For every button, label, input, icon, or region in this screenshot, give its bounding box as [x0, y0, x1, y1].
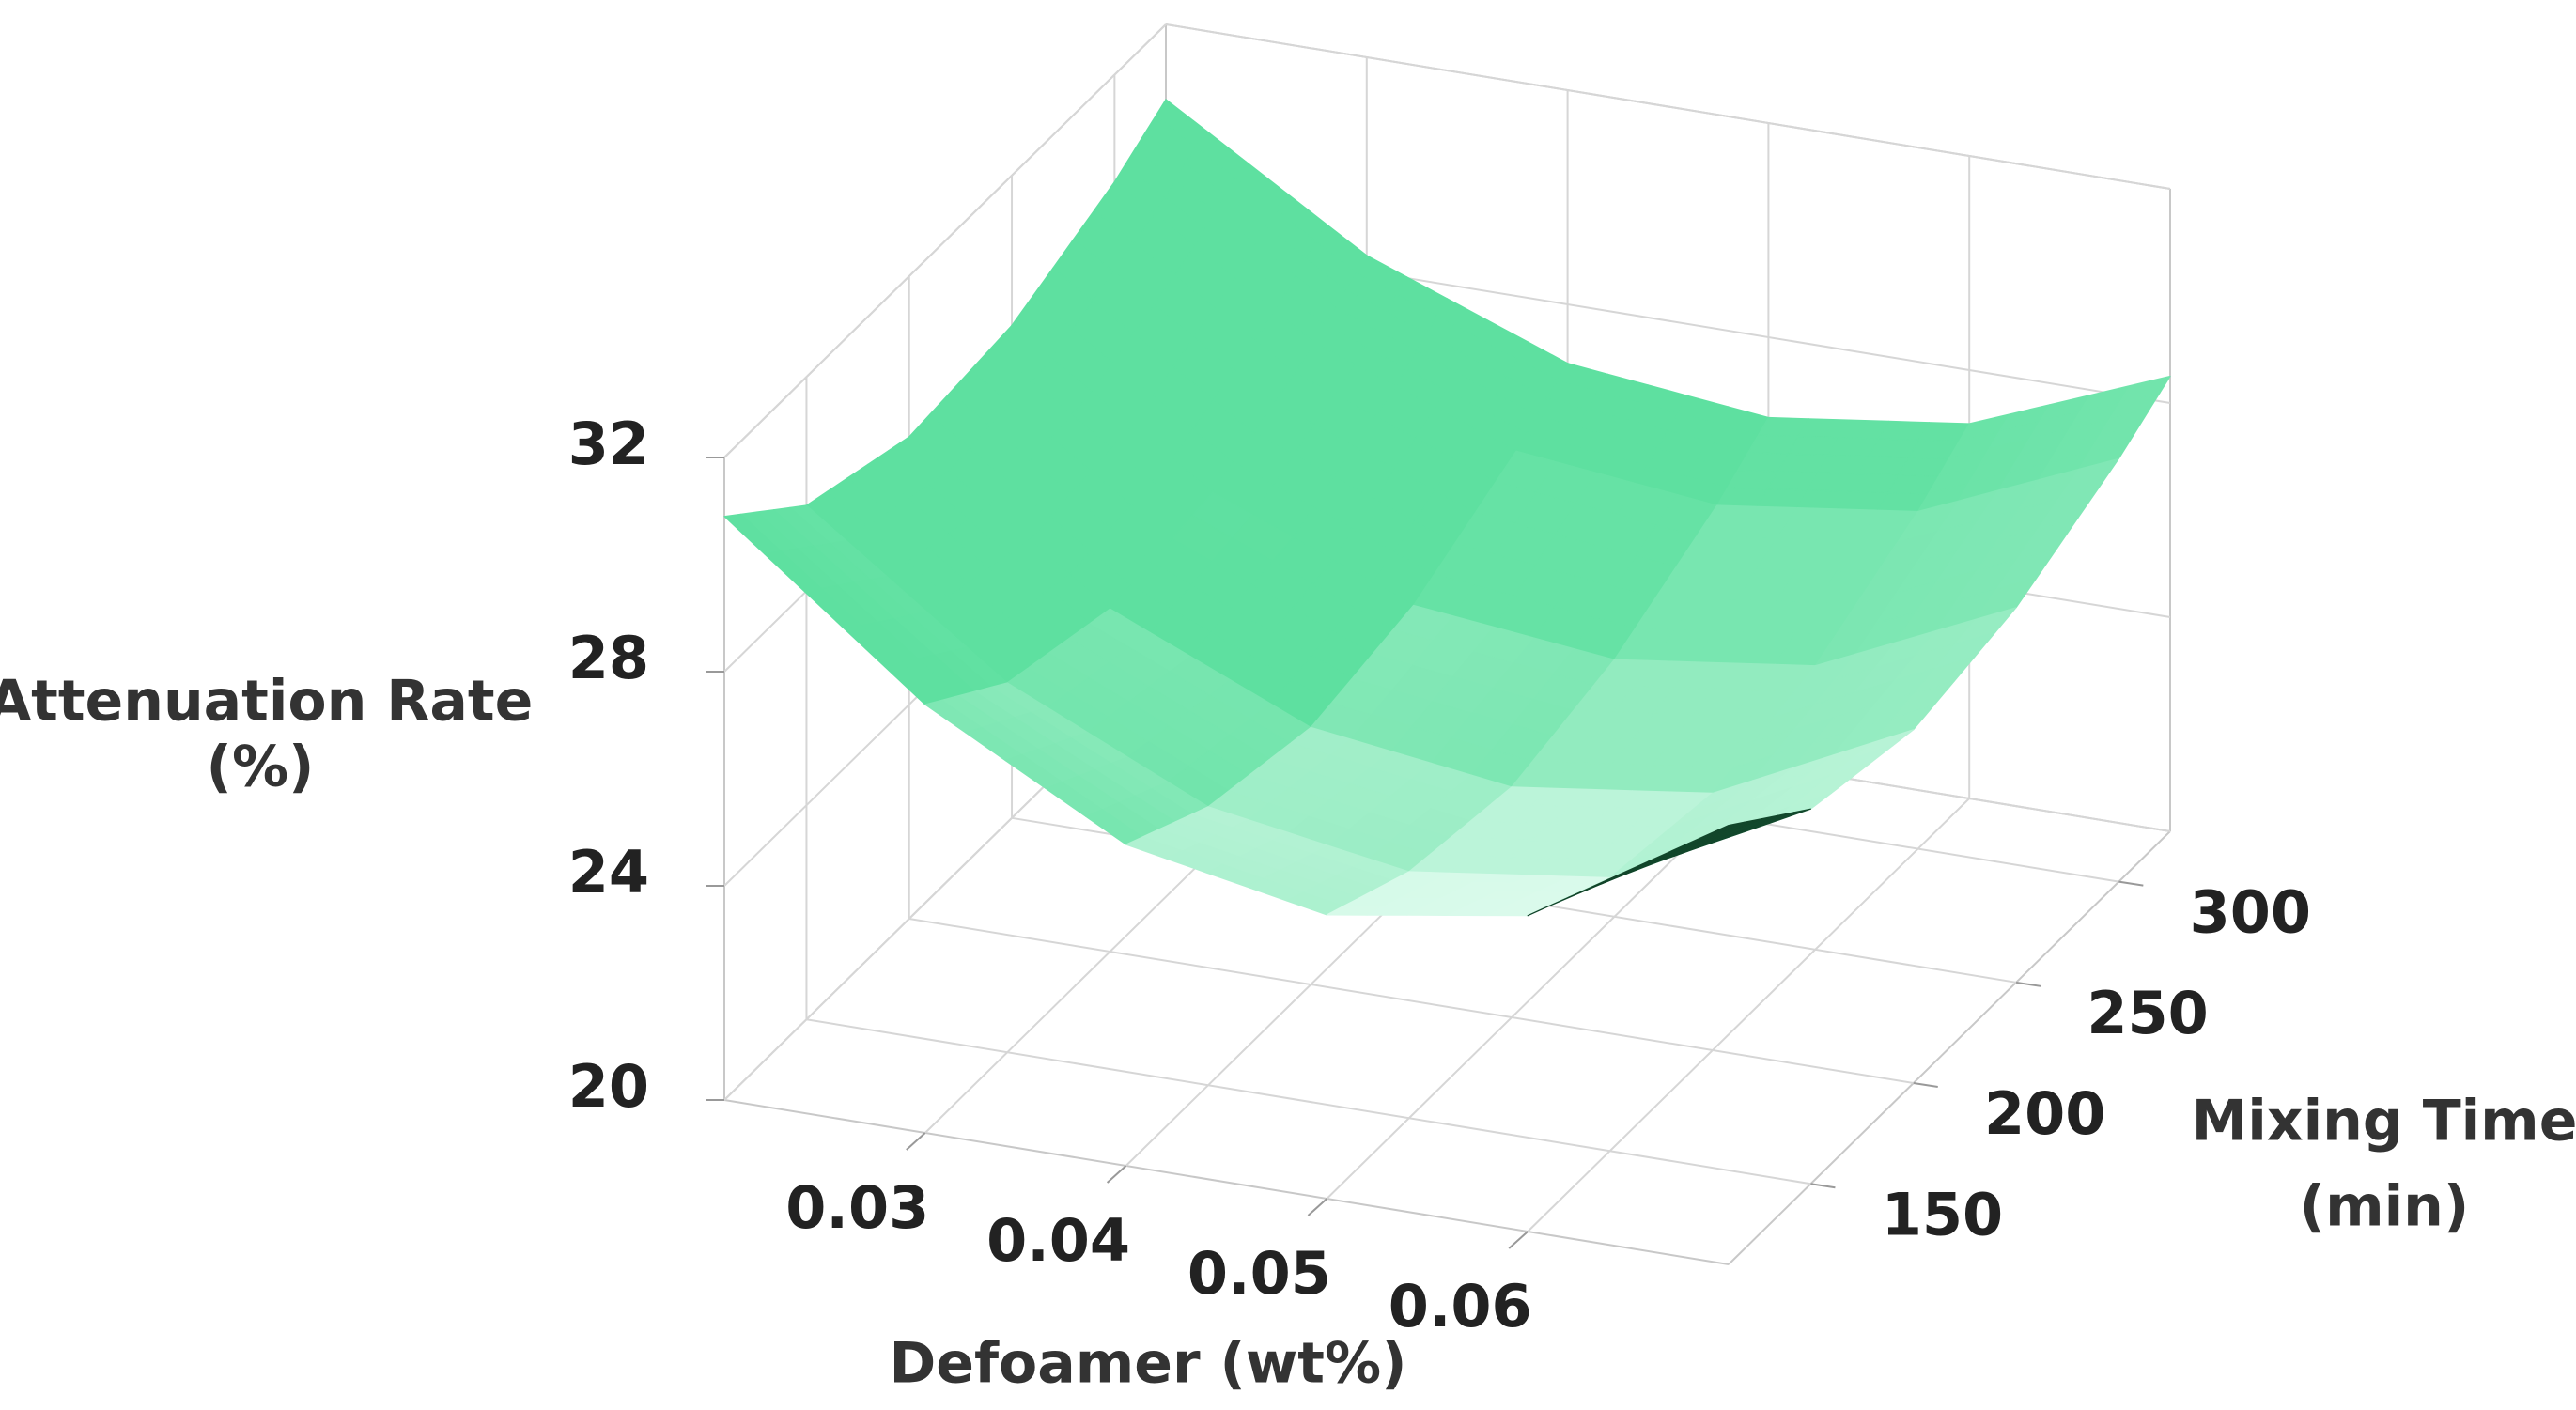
tick-mark — [1810, 1183, 1836, 1189]
y-axis-title: (min) — [2300, 1174, 2470, 1240]
z-tick-label: 24 — [568, 838, 649, 906]
tick-mark — [1508, 1231, 1529, 1249]
tick-mark — [2118, 880, 2144, 887]
tick-mark — [1913, 1082, 1938, 1089]
z-axis-title: (%) — [207, 735, 315, 800]
box-edge — [1728, 830, 2171, 1265]
grid-line — [908, 918, 1914, 1085]
y-tick-label: 150 — [1882, 1180, 2003, 1248]
tick-mark — [2015, 981, 2041, 987]
z-tick-label: 20 — [568, 1052, 649, 1121]
box-edge — [723, 1099, 1730, 1265]
x-axis-title: Defoamer (wt%) — [889, 1331, 1406, 1397]
tick-mark — [1106, 1165, 1127, 1184]
surface-patch — [1687, 821, 1746, 844]
y-axis-title: Mixing Time — [2192, 1089, 2576, 1154]
tick-mark — [906, 1132, 926, 1151]
surface — [723, 99, 2171, 917]
grid-line — [1165, 23, 2171, 190]
z-tick-label: 28 — [568, 624, 649, 692]
y-tick-label: 200 — [1984, 1079, 2105, 1148]
x-tick-label: 0.06 — [1389, 1272, 1532, 1340]
grid-line — [1527, 798, 1970, 1232]
tick-mark — [1307, 1198, 1328, 1216]
grid-line — [806, 1018, 1811, 1185]
y-tick-label: 300 — [2190, 878, 2311, 947]
x-tick-label: 0.05 — [1187, 1239, 1331, 1308]
y-tick-label: 250 — [2087, 979, 2208, 1047]
x-tick-label: 0.03 — [785, 1173, 929, 1242]
x-tick-label: 0.04 — [986, 1206, 1130, 1275]
grid-line — [723, 23, 1167, 458]
z-axis-title: Attenuation Rate — [0, 669, 533, 735]
z-tick-label: 32 — [568, 410, 649, 478]
